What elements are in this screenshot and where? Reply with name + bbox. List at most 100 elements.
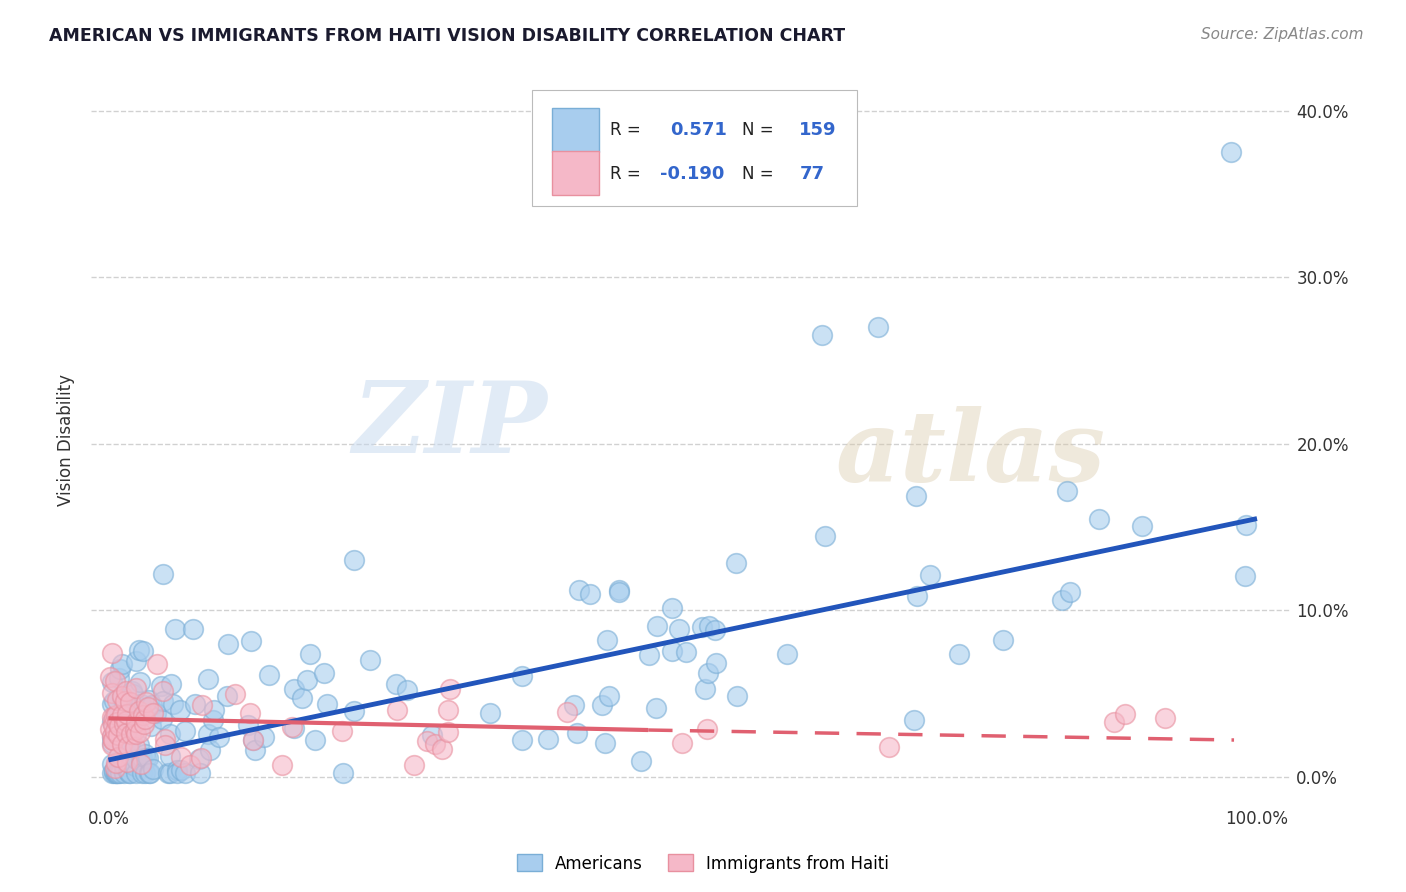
Point (404, 758, 426, 772)
Point (128, 704, 150, 718)
Point (108, 671, 131, 685)
Point (112, 766, 135, 780)
Point (696, 723, 718, 737)
Point (159, 727, 181, 741)
Point (644, 700, 666, 714)
Point (866, 320, 889, 334)
Point (120, 756, 142, 771)
Point (138, 700, 160, 714)
Point (298, 647, 321, 661)
Point (105, 709, 128, 723)
Text: 0.571: 0.571 (669, 121, 727, 139)
Point (661, 644, 683, 658)
Point (165, 622, 187, 636)
Point (202, 703, 225, 717)
Point (697, 665, 720, 680)
Point (152, 694, 174, 708)
Point (107, 728, 129, 742)
Point (479, 706, 502, 720)
Point (150, 712, 173, 726)
Point (110, 737, 132, 751)
Point (101, 735, 124, 749)
Point (593, 736, 616, 750)
Point (1153, 711, 1175, 725)
Point (725, 556, 748, 570)
Point (152, 566, 174, 581)
Point (637, 648, 659, 663)
Point (124, 681, 146, 696)
Point (112, 735, 135, 749)
Point (174, 724, 197, 739)
Point (557, 706, 579, 720)
Point (396, 682, 419, 697)
Point (101, 739, 124, 753)
Text: 77: 77 (800, 165, 824, 183)
Point (146, 657, 169, 671)
Point (115, 725, 138, 739)
Point (181, 623, 204, 637)
Point (111, 720, 134, 734)
Text: N =: N = (742, 121, 773, 139)
Point (190, 751, 212, 765)
Point (877, 739, 900, 754)
Point (1219, 145, 1241, 160)
Point (332, 766, 354, 780)
Point (1233, 569, 1256, 583)
Point (197, 727, 219, 741)
Point (153, 738, 176, 752)
Point (111, 707, 134, 722)
Point (125, 706, 148, 721)
Point (101, 675, 124, 690)
Point (159, 766, 181, 780)
Point (316, 698, 339, 712)
Point (138, 693, 160, 707)
Point (128, 739, 150, 753)
Point (104, 708, 127, 723)
Point (128, 675, 150, 690)
Point (187, 752, 209, 766)
Point (134, 766, 156, 780)
Point (129, 697, 152, 711)
Point (215, 689, 238, 703)
Point (1059, 584, 1081, 599)
Point (243, 742, 266, 756)
Point (103, 694, 125, 708)
Point (166, 763, 188, 777)
Point (159, 749, 181, 764)
Point (630, 754, 652, 768)
Point (811, 328, 834, 343)
Point (107, 749, 129, 764)
Point (693, 681, 716, 696)
Point (595, 633, 617, 648)
Point (127, 708, 149, 723)
Point (134, 751, 156, 765)
Text: -0.190: -0.190 (659, 165, 724, 183)
Point (134, 747, 156, 761)
Point (139, 766, 162, 780)
Point (142, 762, 165, 776)
Point (131, 766, 153, 780)
Text: N =: N = (742, 165, 773, 183)
Point (814, 529, 837, 543)
Point (432, 742, 454, 756)
Point (129, 725, 152, 739)
Point (598, 689, 620, 703)
Point (239, 706, 262, 720)
Point (283, 681, 305, 696)
Point (117, 739, 139, 753)
Text: AMERICAN VS IMMIGRANTS FROM HAITI VISION DISABILITY CORRELATION CHART: AMERICAN VS IMMIGRANTS FROM HAITI VISION… (49, 27, 845, 45)
Point (420, 728, 443, 742)
Point (197, 673, 219, 687)
Point (304, 732, 326, 747)
Point (117, 755, 139, 769)
Point (101, 646, 124, 660)
Point (385, 703, 408, 717)
Point (169, 703, 191, 717)
Point (103, 723, 125, 738)
Point (385, 677, 408, 691)
Point (918, 568, 941, 582)
Point (170, 750, 193, 764)
Text: 159: 159 (800, 121, 837, 139)
Point (114, 693, 136, 707)
Point (105, 756, 128, 770)
